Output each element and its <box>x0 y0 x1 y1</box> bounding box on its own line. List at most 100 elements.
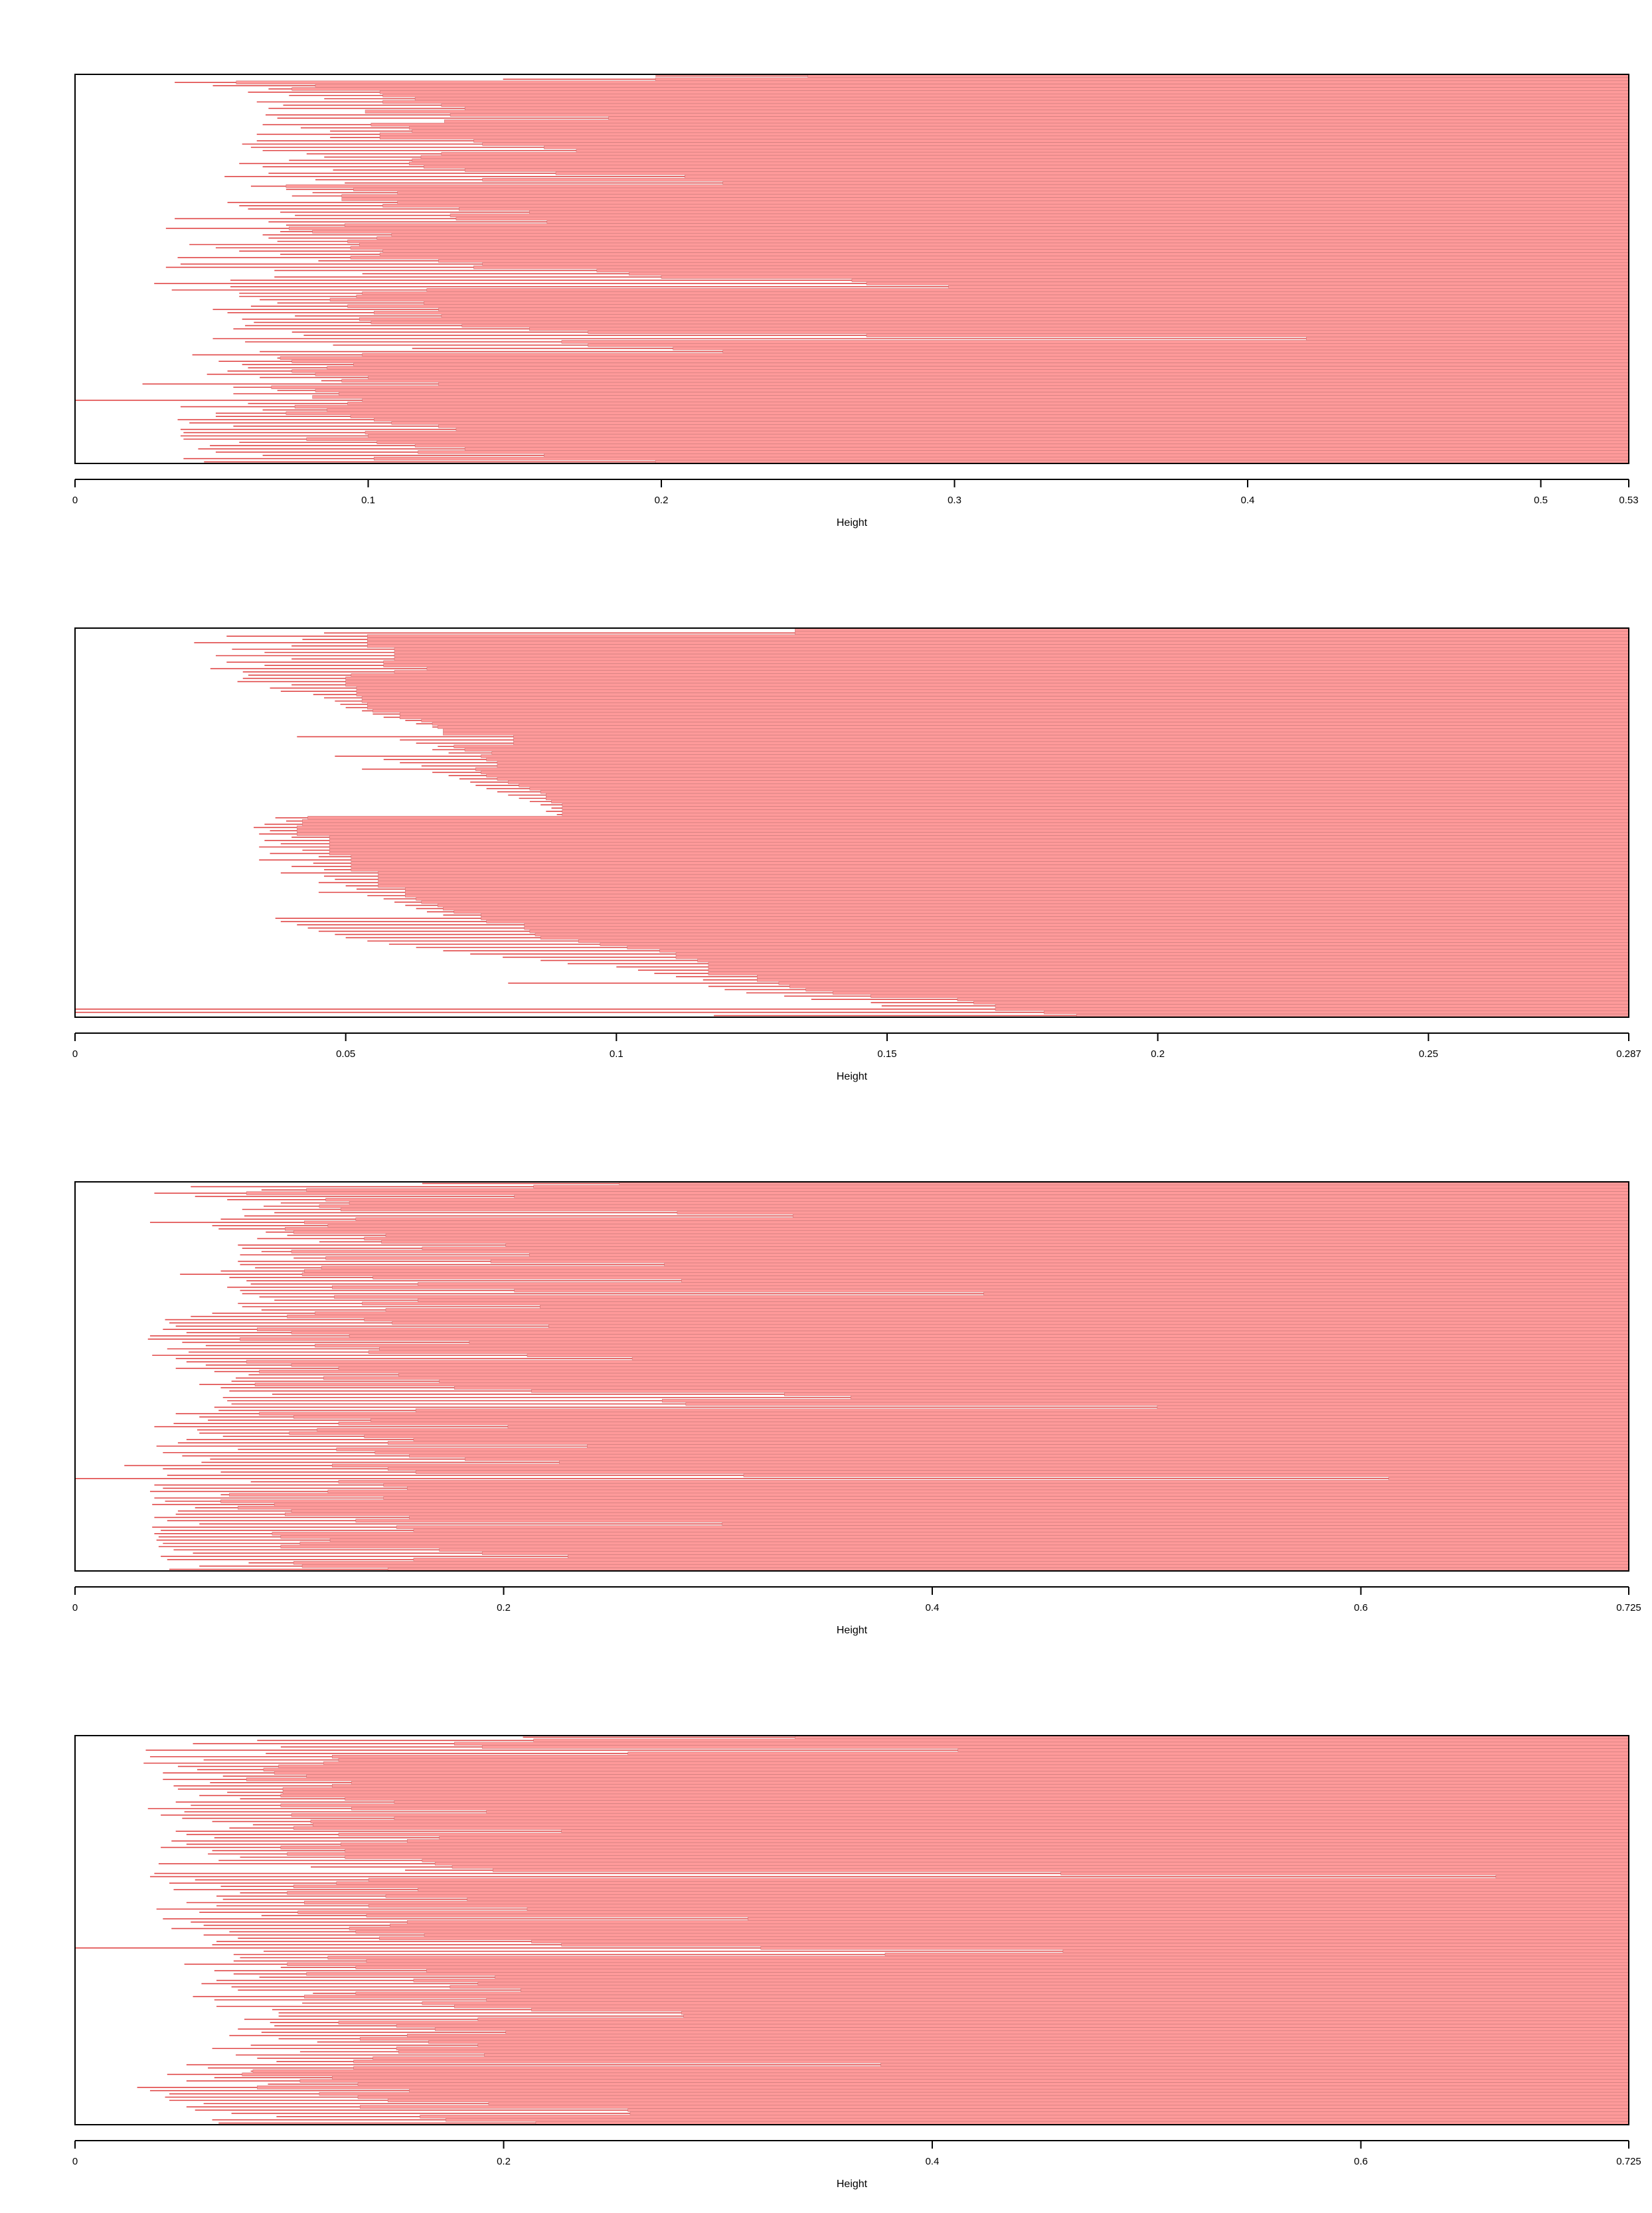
bar-101 <box>675 952 1629 956</box>
bar-81 <box>387 1441 1629 1445</box>
x-tick-label: 0.4 <box>1241 495 1255 506</box>
bar-27 <box>310 1819 1629 1824</box>
bar-13 <box>306 1774 1629 1778</box>
bar-118 <box>995 1007 1629 1011</box>
bar-62 <box>439 1379 1629 1384</box>
bar-91 <box>743 1473 1629 1477</box>
bar-93 <box>338 1479 1629 1484</box>
bar-29 <box>301 1272 1629 1276</box>
bar-33 <box>406 1839 1629 1843</box>
bar-93 <box>406 2033 1629 2038</box>
bar-33 <box>482 177 1629 182</box>
bar-119 <box>374 456 1629 461</box>
bar-9 <box>382 100 1629 104</box>
bar-109 <box>438 424 1629 428</box>
bar-22 <box>482 142 1629 146</box>
bar-6 <box>379 90 1629 94</box>
dendrogram-panel-3: 0 0.2 0.4 0.6 0.725 Height <box>72 1181 1641 1636</box>
bar-81 <box>405 887 1629 891</box>
bar-39 <box>422 1858 1629 1862</box>
bar-2 <box>533 1185 1629 1189</box>
bar-62 <box>629 272 1629 276</box>
bar-9 <box>394 653 1629 658</box>
bar-59 <box>259 1369 1629 1374</box>
bar-116 <box>627 2108 1629 2112</box>
bar-61 <box>323 1376 1629 1380</box>
bar-34 <box>722 181 1629 185</box>
bar-81 <box>866 333 1629 337</box>
bar-87 <box>683 2014 1629 2018</box>
bar-96 <box>438 382 1629 386</box>
bar-47 <box>344 223 1629 227</box>
bar-44 <box>475 767 1629 772</box>
bar-40 <box>481 754 1629 758</box>
bar-48 <box>288 226 1629 230</box>
bar-72 <box>351 858 1629 862</box>
x-tick-label: 0.2 <box>1151 1048 1165 1060</box>
bar-10 <box>394 657 1629 661</box>
bar-24 <box>367 702 1629 706</box>
bar-64 <box>531 1939 1629 1943</box>
bar-9 <box>340 1207 1629 1212</box>
bar-32 <box>418 1282 1629 1286</box>
bar-116 <box>568 1554 1629 1558</box>
bar-49 <box>287 1891 1629 1895</box>
bar-39 <box>491 751 1629 755</box>
bar-40 <box>397 201 1629 205</box>
bar-71 <box>424 301 1629 305</box>
x-tick-label: 0.1 <box>610 1048 623 1060</box>
bar-102 <box>291 1509 1629 1513</box>
bar-103 <box>697 958 1629 963</box>
x-tick-label: 0.725 <box>1616 2156 1641 2167</box>
bar-38 <box>341 194 1629 198</box>
bar-91 <box>327 366 1629 370</box>
bar-86 <box>722 349 1629 354</box>
bar-52 <box>546 793 1629 797</box>
bar-20 <box>505 1243 1629 1247</box>
bar-71 <box>287 1962 1629 1967</box>
bar-117 <box>995 1004 1629 1008</box>
bar-29 <box>293 1826 1629 1830</box>
bar-94 <box>368 375 1629 380</box>
bar-64 <box>851 278 1629 282</box>
x-tick-label: 0 <box>72 1048 78 1060</box>
x-axis-title: Height <box>837 1625 868 1636</box>
bar-61 <box>355 1929 1629 1934</box>
bar-15 <box>351 673 1629 677</box>
bar-14 <box>608 116 1629 120</box>
bar-5 <box>514 1194 1629 1198</box>
bar-115 <box>481 1551 1629 1555</box>
bar-96 <box>477 2043 1629 2048</box>
bar-115 <box>957 997 1629 1001</box>
bar-87 <box>362 353 1629 357</box>
bar-5 <box>291 87 1629 91</box>
bar-57 <box>291 1363 1629 1367</box>
bar-68 <box>662 1398 1629 1403</box>
bar-97 <box>578 939 1629 943</box>
bar-30 <box>372 1275 1629 1279</box>
bar-98 <box>398 2050 1629 2054</box>
bar-71 <box>351 855 1629 859</box>
bar-19 <box>379 132 1629 137</box>
bar-111 <box>789 984 1629 989</box>
bar-68 <box>329 845 1629 849</box>
bar-113 <box>280 1544 1629 1549</box>
bar-28 <box>304 1269 1629 1273</box>
bar-106 <box>350 414 1629 418</box>
plot-frame <box>74 74 1629 464</box>
bar-41 <box>486 758 1629 762</box>
bar-58 <box>338 1366 1629 1370</box>
bar-16 <box>371 122 1629 127</box>
bar-80 <box>378 884 1629 888</box>
bar-47 <box>291 1331 1629 1335</box>
bar-118 <box>293 1561 1629 1565</box>
bar-84 <box>588 343 1629 347</box>
bar-48 <box>418 1888 1629 1892</box>
bar-69 <box>329 848 1629 853</box>
bar-66 <box>784 1392 1629 1396</box>
bar-76 <box>359 317 1629 321</box>
bar-97 <box>271 385 1629 389</box>
bar-44 <box>450 213 1629 218</box>
bar-7 <box>382 94 1629 98</box>
bar-50 <box>469 1340 1629 1345</box>
